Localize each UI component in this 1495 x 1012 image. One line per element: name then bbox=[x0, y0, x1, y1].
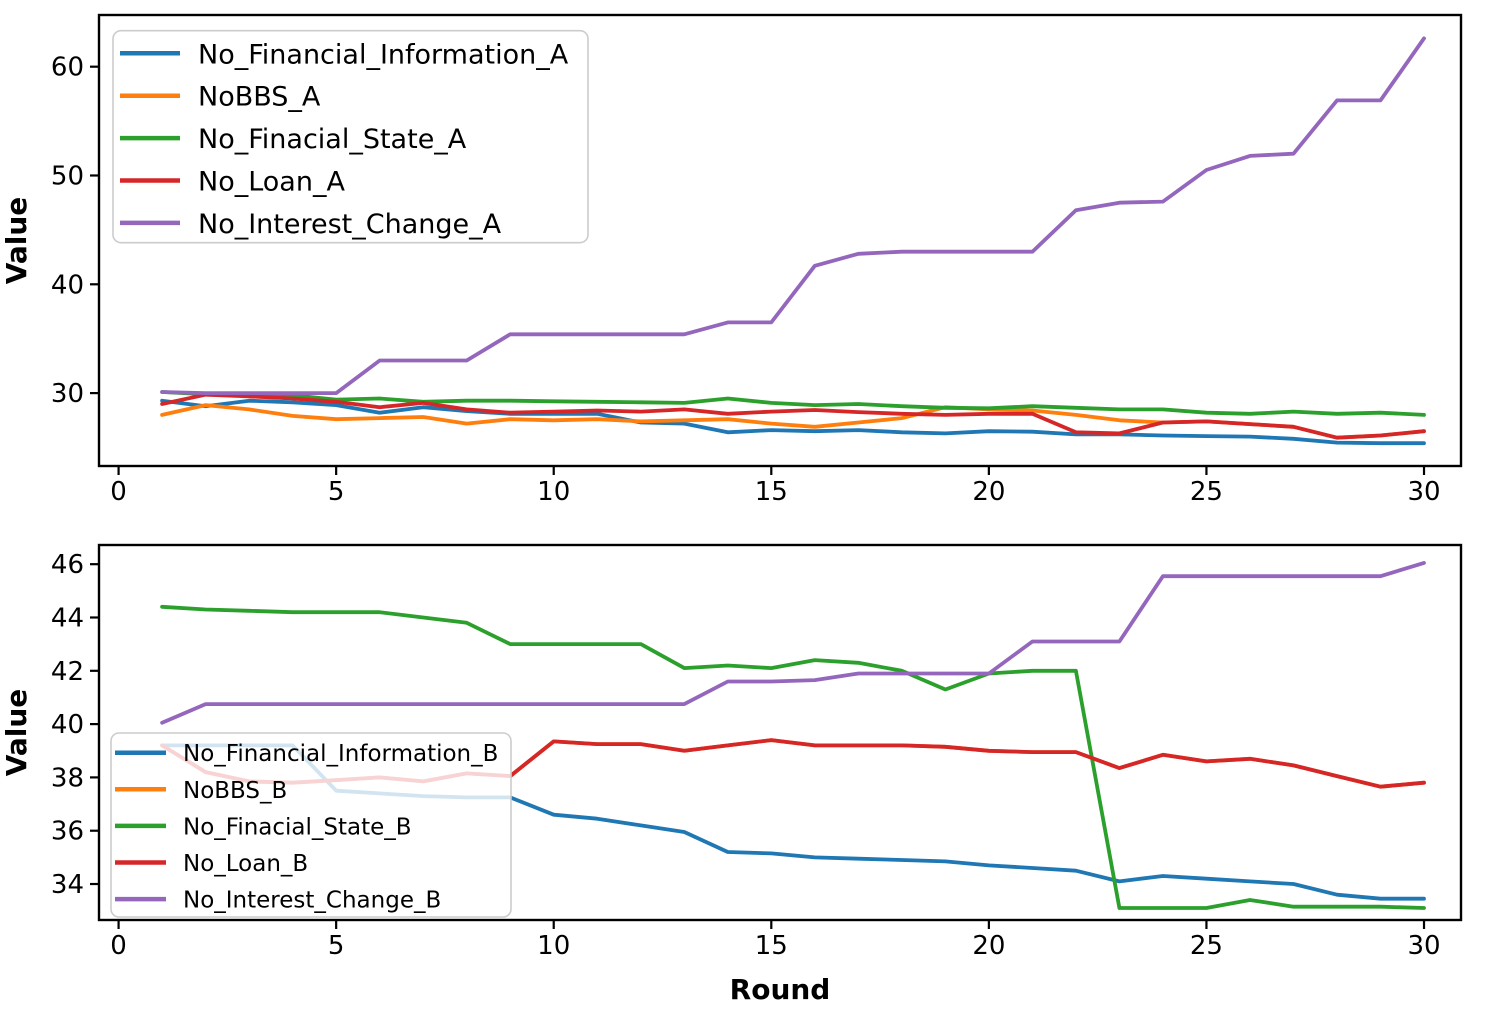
y-tick-label: 36 bbox=[51, 817, 84, 847]
legend: No_Financial_Information_A NoBBS_A No_Fina… bbox=[112, 29, 589, 244]
legend-box bbox=[110, 732, 512, 918]
y-tick-label: 44 bbox=[51, 603, 84, 633]
x-tick-label: 15 bbox=[755, 477, 788, 507]
y-tick-label: 30 bbox=[51, 379, 84, 409]
legend-label: No_Loan_B bbox=[183, 851, 308, 877]
subplot-bottom: 0 5 10 15 20 25 30 34 36 38 40 42 44 46 Value Round No_F… bbox=[0, 543, 1463, 1006]
y-tick-label: 46 bbox=[51, 550, 84, 580]
x-tick-label: 25 bbox=[1190, 477, 1223, 507]
legend-label: No_Interest_Change_A bbox=[198, 209, 502, 240]
x-tick-label: 0 bbox=[110, 477, 127, 507]
x-tick-label: 10 bbox=[537, 477, 570, 507]
x-tick-label: 5 bbox=[328, 931, 345, 961]
plot-border bbox=[97, 543, 1463, 922]
x-tick-label: 15 bbox=[755, 931, 788, 961]
x-tick-label: 25 bbox=[1190, 931, 1223, 961]
series-line-No_Finacial_State_B bbox=[160, 604, 1426, 910]
y-tick-label: 34 bbox=[51, 870, 84, 900]
legend-label: No_Finacial_State_A bbox=[198, 124, 467, 155]
x-tick-label: 30 bbox=[1407, 931, 1440, 961]
y-tick-label: 50 bbox=[51, 161, 84, 191]
legend-label: No_Financial_Information_A bbox=[198, 39, 569, 70]
legend-label: No_Financial_Information_B bbox=[183, 741, 498, 767]
y-tick-label: 60 bbox=[51, 53, 84, 83]
y-tick-label: 40 bbox=[51, 270, 84, 300]
y-axis-label: Value bbox=[0, 197, 33, 285]
legend-label: NoBBS_A bbox=[198, 82, 321, 113]
x-tick-label: 10 bbox=[537, 931, 570, 961]
legend-label: No_Interest_Change_B bbox=[183, 888, 441, 914]
series-line-No_Finacial_State_A bbox=[160, 390, 1426, 417]
x-tick-label: 20 bbox=[972, 477, 1005, 507]
y-tick-label: 38 bbox=[51, 763, 84, 793]
legend-label: No_Loan_A bbox=[198, 166, 345, 197]
series-line-No_Loan_A bbox=[160, 392, 1426, 440]
y-tick-label: 40 bbox=[51, 710, 84, 740]
legend: No_Financial_Information_B NoBBS_B No_Fina… bbox=[110, 732, 512, 918]
y-axis-label: Value bbox=[0, 689, 33, 777]
subplot-top: 0 5 10 15 20 25 30 30 40 50 60 Value No_Financial_In… bbox=[0, 13, 1463, 507]
plot-border bbox=[97, 13, 1463, 468]
x-tick-label: 30 bbox=[1407, 477, 1440, 507]
x-tick-label: 0 bbox=[110, 931, 127, 961]
x-tick-label: 5 bbox=[328, 477, 345, 507]
series-line-No_Financial_Information_A bbox=[160, 398, 1426, 446]
y-tick-label: 42 bbox=[51, 657, 84, 687]
legend-label: NoBBS_B bbox=[183, 778, 287, 804]
legend-label: No_Finacial_State_B bbox=[183, 814, 412, 840]
legend-box bbox=[112, 29, 589, 244]
series-line-No_Interest_Change_B bbox=[160, 561, 1426, 725]
series-line-No_Interest_Change_A bbox=[160, 36, 1426, 396]
x-axis-label: Round bbox=[730, 973, 831, 1006]
x-tick-label: 20 bbox=[972, 931, 1005, 961]
